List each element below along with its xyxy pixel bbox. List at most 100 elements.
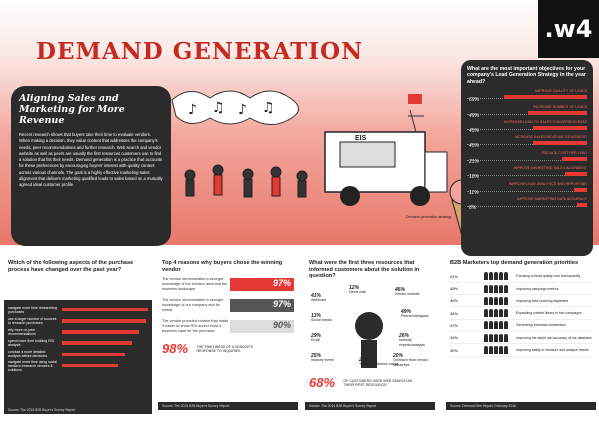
objective-bar-fill [528, 110, 587, 115]
resource-pct: 46% [395, 286, 406, 293]
reason-item: The vendor demonstrated a stronger knowl… [162, 298, 294, 313]
objective-label: INCREASE SALES REVENUE GENERATED [514, 135, 587, 140]
person-icon [489, 296, 493, 305]
person-icon [484, 296, 488, 305]
person-icon [499, 309, 503, 318]
person-icon [494, 284, 498, 293]
people-icons [484, 296, 514, 305]
resource-pct: 25% [311, 352, 322, 359]
resource-label: 29% Email [311, 332, 322, 343]
objective-bar [467, 156, 587, 161]
objective-item: IMPROVE LEAD ANALYTICS AND REPORTING 11% [467, 182, 587, 197]
person-icon [494, 333, 498, 342]
resource-label: 49% Peers/colleagues [401, 309, 429, 319]
resource-pct: 29% [311, 332, 322, 339]
resource-label: 25% Industry event [311, 352, 334, 363]
resource-text: Industry experts/analysts [399, 338, 425, 347]
reason-text: The vendor demonstrated a stronger knowl… [162, 277, 228, 292]
resources-big-stat: 68% [309, 375, 336, 391]
resource-text: Webinars [311, 298, 327, 303]
process-row-bar [62, 307, 148, 312]
process-row-label: rely more on peer recommendations [8, 327, 36, 336]
objective-bar [467, 202, 587, 207]
people-icons [484, 284, 514, 293]
page-title: DEMAND GENERATION [36, 38, 364, 65]
objective-pct: 21% [469, 158, 480, 165]
resource-label: 41% Webinars [311, 293, 327, 303]
priority-text: Improving ability to measure and analyze… [516, 348, 589, 353]
resource-text: Social media [311, 318, 332, 323]
svg-text:♫: ♫ [262, 100, 275, 116]
resource-label: 22% Trade or business media [359, 357, 399, 367]
person-icon [499, 333, 503, 342]
truck-sign: EIS [355, 135, 367, 142]
process-source: Source: The 2015 B2B Buyer's Survey Repo… [4, 406, 152, 414]
reasons-big-stat: 98% [162, 341, 189, 357]
priority-text: Generating increased awareness [516, 323, 566, 328]
people-icons [484, 346, 514, 355]
process-row-bar [62, 352, 125, 357]
person-icon [499, 272, 503, 281]
process-row-label: conduct a more detailed analysis before … [8, 350, 48, 359]
resource-label: 13% Social media [311, 312, 332, 323]
person-icon [484, 321, 488, 330]
process-row: rely more on peer recommendations [8, 326, 148, 337]
priorities-heading: B2B Marketers top demand generation prio… [450, 260, 579, 266]
priority-pct: 49% [450, 286, 459, 292]
person-icon [494, 296, 498, 305]
priorities-panel: B2B Marketers top demand generation prio… [446, 256, 596, 410]
person-icon [504, 296, 508, 305]
resource-text: Industry event [311, 358, 334, 363]
reason-badge: 97% [230, 299, 294, 313]
person-icon [499, 321, 503, 330]
priority-pct: 30% [450, 347, 459, 353]
person-icon [499, 296, 503, 305]
objective-label: IMPROVE MARKETING DATA ACCURACY [517, 196, 587, 201]
person-icon [484, 333, 488, 342]
objective-bar-fill [533, 141, 587, 146]
priority-row: 40% Improving lead nurturing alignment [450, 295, 592, 308]
process-row-label: navigate more time using social media to… [8, 359, 58, 372]
brand-logo[interactable]: .w4 [538, 0, 599, 58]
process-row-bar [62, 330, 139, 334]
intro-body: Recent research shows that buyers take t… [19, 132, 163, 188]
objective-bar-fill [533, 126, 587, 130]
priority-pct: 38% [450, 310, 459, 316]
reason-item: The vendor provided content that made it… [162, 319, 294, 334]
resource-label: 12% Direct mail [349, 284, 366, 295]
person-icon [494, 309, 498, 318]
process-row: use a larger number of sources to resear… [8, 315, 148, 326]
priority-pct: 40% [450, 298, 459, 304]
process-row: spend more time building ROI analysis [8, 338, 148, 349]
objective-label: IMPROVE LEAD ANALYTICS AND REPORTING [508, 181, 587, 186]
resource-text: Trade or business media [359, 362, 399, 367]
priority-text: Improving lead nurturing alignment [516, 298, 569, 303]
resources-big-text: OF CUSTOMERS USED WEB SEARCH AS THEIR FI… [343, 378, 413, 387]
objective-bar [467, 172, 587, 177]
resources-figure [355, 311, 383, 368]
resource-pct: 12% [349, 284, 360, 291]
resource-pct: 13% [311, 312, 322, 319]
person-icon [499, 284, 503, 293]
intro-heading: Aligning Sales and Marketing for More Re… [19, 93, 125, 126]
objective-pct: 11% [469, 189, 479, 196]
process-row-bar [62, 363, 118, 368]
people-icons [484, 309, 514, 318]
resource-pct: 26% [399, 332, 410, 339]
priority-pct: 61% [450, 273, 459, 279]
resource-text: Direct mail [349, 290, 366, 295]
priority-pct: 34% [450, 335, 459, 341]
objective-bar [467, 126, 587, 130]
reason-pct: 97% [272, 299, 291, 310]
person-icon [504, 309, 508, 318]
reason-pct: 90% [272, 320, 291, 331]
person-icon [484, 284, 488, 293]
person-icon [489, 333, 493, 342]
priority-row: 34% Improving the depth and accuracy of o… [450, 332, 592, 345]
priority-pct: 37% [450, 322, 459, 328]
person-icon [504, 284, 508, 293]
priority-text: Focusing on lead quality over lead quant… [516, 274, 581, 279]
objective-item: INCREASE LEAD-TO-SALES CONVERSION RATE 45… [467, 120, 587, 135]
process-row: navigate more time using social media to… [8, 359, 148, 372]
people-icons [484, 333, 514, 342]
